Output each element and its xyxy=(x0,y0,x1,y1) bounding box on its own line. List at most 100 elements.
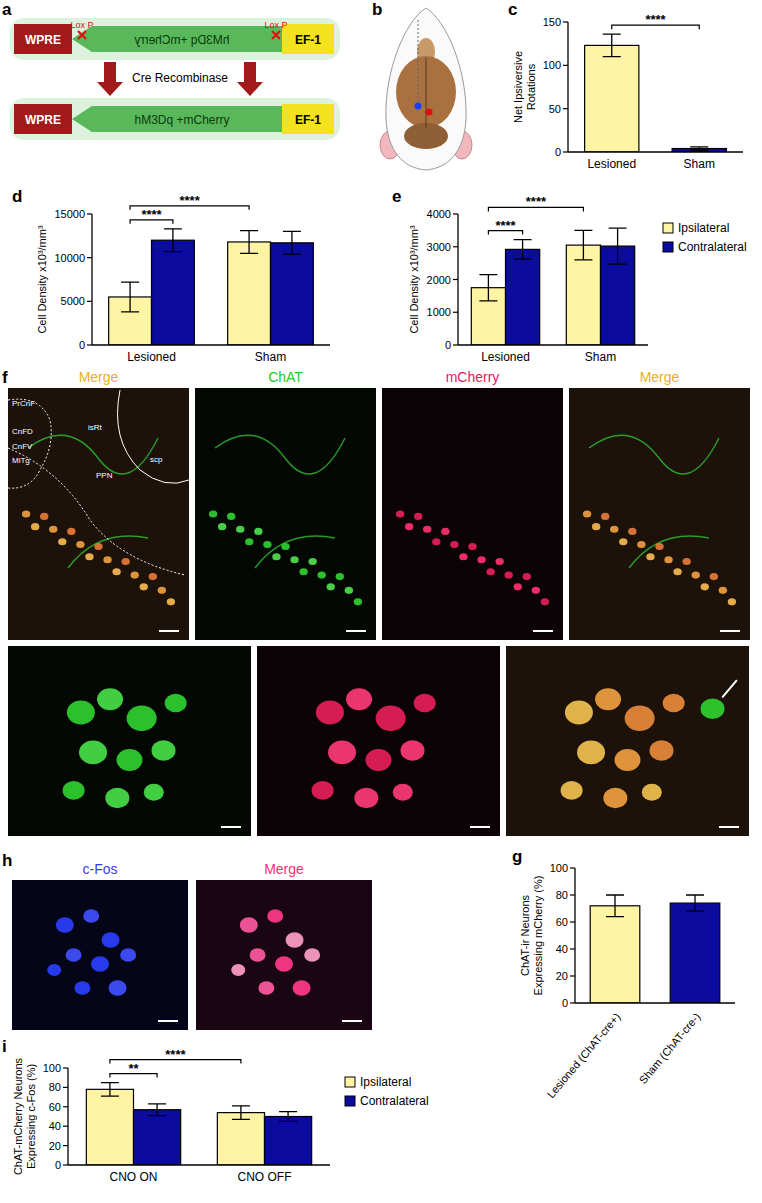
y-axis-label: Cell Density x10³/mm³ xyxy=(36,225,48,334)
y-tick-label: 100 xyxy=(43,1062,61,1074)
promoter-box xyxy=(282,24,334,54)
cell xyxy=(152,740,176,760)
micrograph xyxy=(382,388,563,640)
cell xyxy=(293,980,311,995)
cell xyxy=(121,558,129,565)
significance: **** xyxy=(165,1047,186,1062)
cell xyxy=(22,510,30,517)
cell xyxy=(459,553,467,560)
wpre-box xyxy=(14,104,72,134)
chart: 020406080100ChAT-mCherry NeuronsExpressi… xyxy=(12,1047,429,1184)
x-tick-label: Lesioned (ChAT-cre+) xyxy=(544,1011,622,1101)
panel-letter: g xyxy=(512,847,522,866)
cell xyxy=(414,513,422,520)
error-bar xyxy=(690,147,708,150)
cell xyxy=(664,556,672,563)
image-title: Merge xyxy=(79,369,119,385)
y-tick-label: 150 xyxy=(543,16,561,28)
cell xyxy=(541,598,549,605)
y-tick-label: 15000 xyxy=(54,208,85,220)
cell xyxy=(144,784,164,801)
cell xyxy=(642,784,662,801)
bar xyxy=(506,249,540,345)
y-axis xyxy=(67,1068,68,1165)
fiber xyxy=(28,435,158,568)
panel-letter: e xyxy=(392,187,401,206)
scale-bar xyxy=(470,826,490,828)
cell xyxy=(318,572,326,579)
panel-letter: h xyxy=(2,851,12,870)
cell xyxy=(682,558,690,565)
cell xyxy=(393,784,413,801)
scale-bar xyxy=(159,630,179,632)
scale-bar xyxy=(719,826,739,828)
cell xyxy=(254,528,262,535)
y-tick-label: 2000 xyxy=(427,274,451,286)
cell xyxy=(231,964,245,976)
cell xyxy=(532,587,540,594)
cell xyxy=(619,538,627,545)
y-tick xyxy=(87,213,92,214)
y-label-line: Rotations xyxy=(525,63,537,110)
error-bar xyxy=(232,1106,250,1120)
legend-swatch xyxy=(663,223,673,233)
cell xyxy=(91,956,109,971)
cell xyxy=(267,909,283,923)
y-tick xyxy=(63,1087,68,1088)
y-axis-label: ChAT-ir NeuronsExpressing mCherry (%) xyxy=(519,876,544,996)
cell xyxy=(120,948,136,962)
region-outline xyxy=(118,390,190,483)
error-bar xyxy=(148,1104,166,1116)
y-tick xyxy=(87,257,92,258)
y-tick xyxy=(570,894,575,895)
y-label-line: Net Ipsiversive xyxy=(512,51,524,123)
y-axis-label: Net IpsiversiveRotations xyxy=(512,51,537,123)
cell xyxy=(76,541,84,548)
cell xyxy=(637,541,645,548)
cell xyxy=(49,526,57,533)
significance: ** xyxy=(128,1061,139,1076)
x-tick-label: Sham (ChAT-cre-) xyxy=(637,1011,703,1086)
error-bar xyxy=(603,34,621,57)
y-axis-label: Cell Density x10³/mm³ xyxy=(408,225,420,334)
x-tick-label: Lesioned xyxy=(587,157,636,171)
micrograph xyxy=(506,646,749,836)
legend-swatch xyxy=(345,1077,355,1087)
midline xyxy=(426,58,427,128)
marks xyxy=(109,229,314,345)
x-axis xyxy=(68,1164,330,1165)
marks xyxy=(590,895,720,1003)
head xyxy=(386,8,466,170)
y-label-line: ChAT-mCherry Neurons xyxy=(12,1057,24,1175)
cell xyxy=(366,749,392,771)
cell xyxy=(615,749,641,771)
cell xyxy=(103,556,111,563)
cell xyxy=(105,788,129,808)
y-tick xyxy=(63,1067,68,1068)
bar xyxy=(585,45,639,152)
cell xyxy=(595,688,621,710)
scale-bar xyxy=(346,630,366,632)
cell xyxy=(131,572,139,579)
y-tick xyxy=(87,301,92,302)
cell xyxy=(523,573,531,580)
scale-bar xyxy=(533,630,553,632)
arrow xyxy=(722,680,737,697)
cell xyxy=(441,528,449,535)
gene-arrow xyxy=(72,106,282,132)
gene-text: hM3Dq +mCherry xyxy=(134,33,229,47)
wpre-text: WPRE xyxy=(25,113,61,127)
region-label: PPN xyxy=(96,471,113,480)
cell xyxy=(603,788,627,808)
cell xyxy=(728,598,736,605)
y-tick-label: 0 xyxy=(555,146,561,158)
x-axis xyxy=(575,1002,735,1003)
cells xyxy=(47,909,136,995)
y-label-line: Expressing mCherry (%) xyxy=(532,876,544,996)
cell xyxy=(346,688,372,710)
image-title: Merge xyxy=(640,369,680,385)
region-label: MiTg xyxy=(12,456,30,465)
track xyxy=(418,20,419,104)
micrograph xyxy=(8,646,251,836)
image-title: c-Fos xyxy=(83,861,118,877)
